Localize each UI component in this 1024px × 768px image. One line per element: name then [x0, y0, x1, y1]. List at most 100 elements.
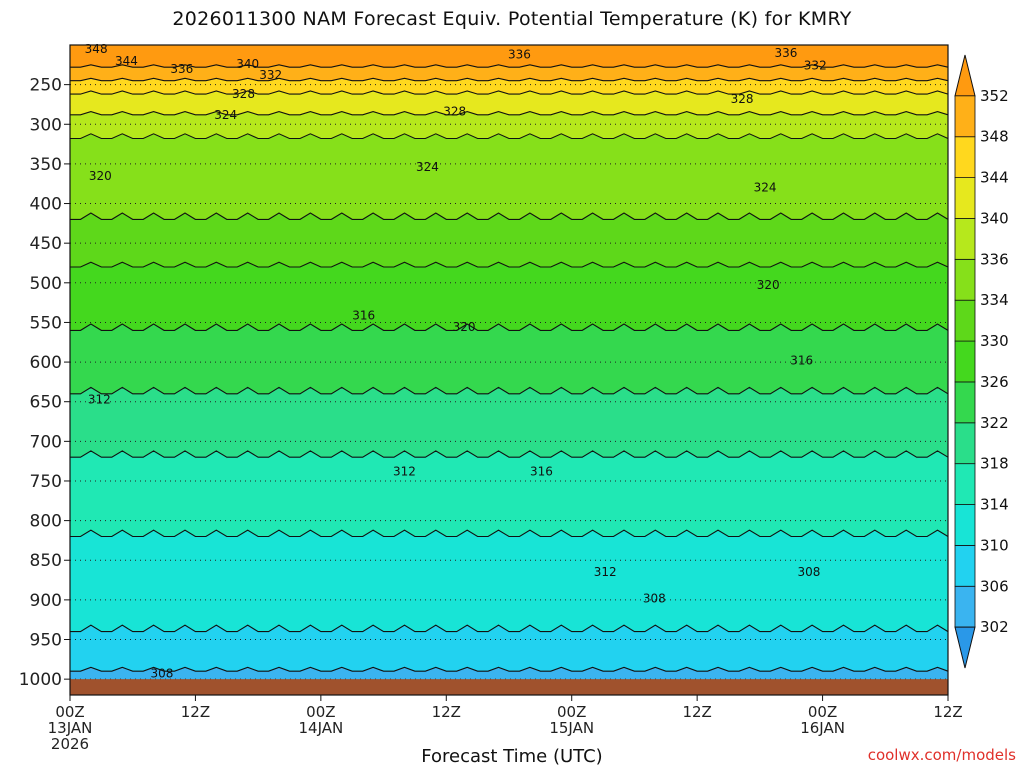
contour-label-320: 320 [89, 169, 112, 183]
colorbar-segment [954, 136, 976, 179]
contour-line-336 [70, 133, 949, 140]
contour-label-316: 316 [352, 308, 375, 322]
contour-label-336: 336 [170, 62, 193, 76]
colorbar: 302 306 310 314 318 322 326 330 334 336 340 344 348 3… [954, 54, 1009, 669]
colorbar-segment [954, 95, 976, 138]
contour-line-348 [70, 77, 949, 82]
contour-label-308: 308 [643, 591, 666, 605]
colorbar-label-302: 302 [980, 618, 1009, 636]
x-tick-label: 14JAN [298, 719, 343, 737]
y-tick-label-1000: 1000 [19, 670, 62, 690]
contour-label-308: 308 [151, 667, 174, 681]
y-tick-label-350: 350 [30, 155, 62, 175]
contour-lines [70, 64, 949, 672]
colorbar-segment [954, 258, 976, 301]
colorbar-label-340: 340 [980, 209, 1009, 227]
y-tick-label-250: 250 [30, 76, 62, 96]
colorbar-label-348: 348 [980, 128, 1009, 146]
contour-label-348: 348 [85, 42, 108, 56]
x-tick-label: 00Z [557, 703, 586, 721]
x-tick-label: 13JAN [48, 719, 93, 737]
y-tick-label-550: 550 [30, 313, 62, 333]
colorbar-segment [954, 545, 976, 587]
y-tick-label-500: 500 [30, 274, 62, 294]
colorbar-label-336: 336 [980, 250, 1009, 268]
colorbar-label-306: 306 [980, 577, 1009, 595]
colorbar-label-352: 352 [980, 87, 1009, 105]
chart-title: 2026011300 NAM Forecast Equiv. Potential… [172, 8, 852, 30]
contour-line-352 [70, 64, 949, 68]
contour-label-324: 324 [214, 108, 237, 122]
contour-label-324: 324 [416, 160, 439, 174]
colorbar-label-314: 314 [980, 496, 1009, 514]
y-tick-label-400: 400 [30, 195, 62, 215]
x-tick-label: 2026 [51, 735, 89, 753]
credit-text: coolwx.com/models [867, 746, 1016, 764]
contour-line-330 [70, 261, 949, 268]
colorbar-label-330: 330 [980, 332, 1009, 350]
y-tick-label-700: 700 [30, 432, 62, 452]
x-tick-label: 12Z [432, 703, 461, 721]
x-tick-label: 00Z [306, 703, 335, 721]
contour-label-336: 336 [775, 46, 798, 60]
colorbar-label-310: 310 [980, 536, 1009, 554]
colorbar-segment [954, 463, 976, 505]
x-tick-label: 12Z [682, 703, 711, 721]
colorbar-segment [954, 340, 976, 383]
colorbar-segment [954, 299, 976, 342]
contour-label-336: 336 [508, 48, 531, 62]
colorbar-segment [954, 177, 976, 219]
colorbar-label-322: 322 [980, 414, 1009, 432]
contour-label-320: 320 [757, 278, 780, 292]
contour-line-326 [70, 323, 949, 331]
colorbar-segment [954, 218, 976, 260]
y-tick-label-600: 600 [30, 353, 62, 373]
colorbar-segment [954, 585, 976, 628]
contour-line-306 [70, 666, 949, 672]
contour-label-312: 312 [594, 565, 617, 579]
contour-label-332: 332 [259, 68, 282, 82]
x-tick-label: 12Z [181, 703, 210, 721]
contour-line-340 [70, 111, 949, 116]
contour-label-316: 316 [530, 464, 553, 478]
ground-layer [70, 679, 948, 695]
contour-label-328: 328 [731, 92, 754, 106]
x-tick-label: 16JAN [800, 719, 845, 737]
contour-label-312: 312 [88, 392, 111, 406]
colorbar-bottom-arrow [954, 626, 976, 669]
contour-line-310 [70, 624, 949, 633]
y-tick-label-950: 950 [30, 631, 62, 651]
contour-label-340: 340 [236, 57, 259, 71]
colorbar-segment [954, 422, 976, 465]
y-tick-label-300: 300 [30, 115, 62, 135]
contour-label-344: 344 [115, 54, 138, 68]
contour-line-314 [70, 529, 949, 538]
colorbar-label-326: 326 [980, 373, 1009, 391]
contour-label-320: 320 [453, 320, 476, 334]
contour-label-328: 328 [232, 87, 255, 101]
colorbar-segment [954, 504, 976, 546]
contour-label-328: 328 [443, 105, 466, 119]
plot-frame [69, 44, 949, 696]
y-tick-label-800: 800 [30, 512, 62, 532]
y-tick-label-450: 450 [30, 234, 62, 254]
colorbar-label-334: 334 [980, 291, 1009, 309]
x-tick-label: 12Z [933, 703, 962, 721]
axes: 250 300 350 400 450 500 550 600 650 700 750 800 850 9… [19, 44, 963, 753]
colorbar-label-344: 344 [980, 169, 1009, 187]
ground-fill [70, 679, 948, 695]
contour-labels: 348 344 340 336 332 328 324 320 328 324 336 336 332 3… [85, 42, 827, 681]
contour-line-344 [70, 90, 949, 95]
contour-label-316: 316 [790, 353, 813, 367]
y-tick-label-650: 650 [30, 393, 62, 413]
contour-fill-layers [70, 45, 948, 696]
contour-label-324: 324 [754, 181, 777, 195]
x-tick-label: 00Z [55, 703, 84, 721]
contour-line-318 [70, 450, 949, 458]
colorbar-label-318: 318 [980, 455, 1009, 473]
contour-line-334 [70, 212, 949, 220]
contour-line-322 [70, 386, 949, 395]
y-tick-label-750: 750 [30, 472, 62, 492]
y-tick-label-850: 850 [30, 551, 62, 571]
